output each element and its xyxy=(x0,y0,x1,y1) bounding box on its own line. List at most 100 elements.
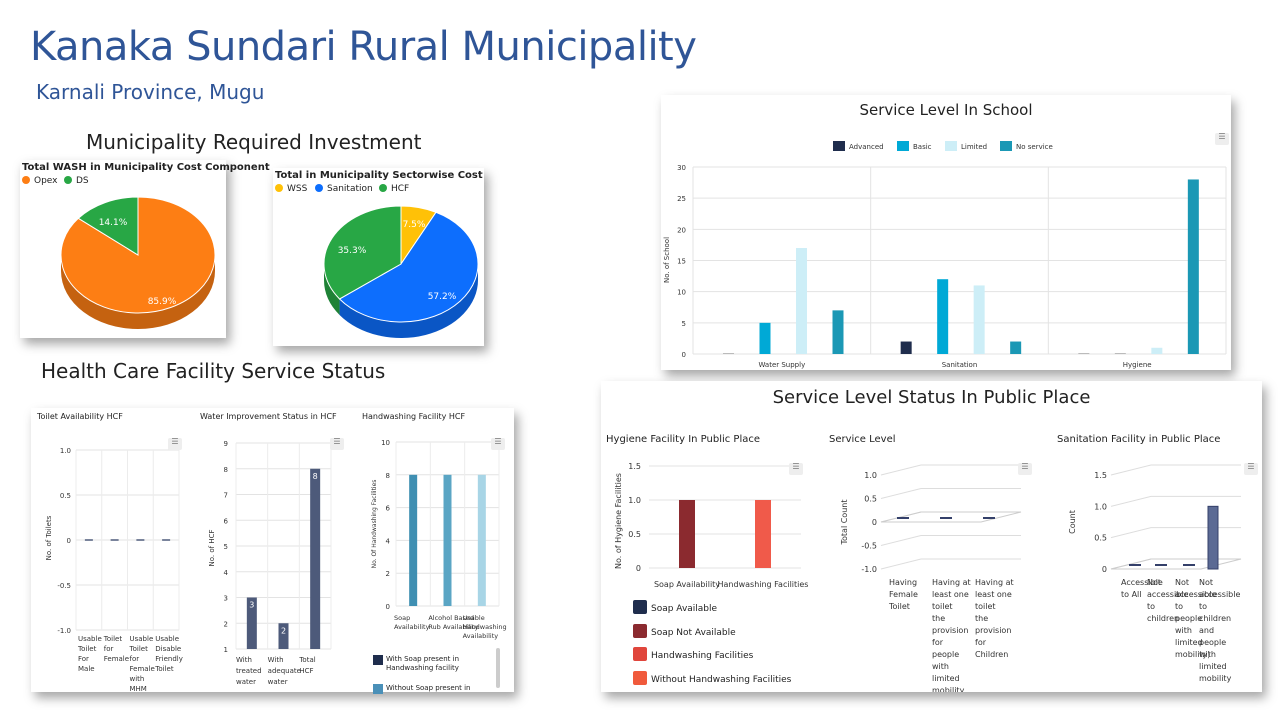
handwashing-chart-menu-icon[interactable]: ☰ xyxy=(491,438,505,450)
pie-cost-component-title: Total WASH in Municipality Cost Componen… xyxy=(22,162,270,173)
water-improvement-title: Water Improvement Status in HCF xyxy=(200,412,337,421)
water-y-axis-label: No. of HCF xyxy=(208,530,216,567)
toilet-x-tick: Toilet xyxy=(129,645,149,653)
legend-sanitation-label: Sanitation xyxy=(327,184,373,194)
toilet-x-tick: Friendly xyxy=(155,655,183,663)
hygiene-y-axis-label: No. of Hygiene Facilities xyxy=(614,473,623,569)
chart8-y-tick: 1.5 xyxy=(1094,471,1107,480)
chart7-x-tick: Toilet xyxy=(888,602,910,611)
handwashing-x-tick: Availability xyxy=(463,632,499,640)
legend-hcf[interactable]: HCF xyxy=(379,184,409,194)
handwashing-x-tick: Handwashing xyxy=(463,623,507,631)
pie-cost-component-chart: 85.9% 14.1% xyxy=(60,196,216,329)
toilet-x-tick: Usable xyxy=(155,635,179,643)
water-x-tick: HCF xyxy=(299,667,313,675)
legend-opex-label: Opex xyxy=(34,176,58,186)
hygiene-y-tick: 0 xyxy=(636,564,641,573)
sanitation-chart-menu-icon[interactable]: ☰ xyxy=(1244,463,1258,475)
pp-legend-without-handwashing[interactable]: Without Handwashing Facilities xyxy=(633,671,791,685)
pp-legend-handwashing-swatch xyxy=(633,647,647,661)
chart8-x-tick: accessible xyxy=(1147,590,1188,599)
school-legend-swatch-no-service xyxy=(1000,141,1012,151)
pp-legend-soap-not-available-swatch xyxy=(633,624,647,638)
handwashing-y-axis-label: No. Of Handwashing Facilities xyxy=(371,480,378,569)
hcf-legend-with-soap-swatch xyxy=(373,655,383,665)
water-bar-total-hcf xyxy=(310,468,321,649)
pie-data-label-sanitation: 57.2% xyxy=(428,292,457,302)
chart7-x-tick: provision xyxy=(932,626,968,635)
school-bar-no-service-hygiene xyxy=(1187,179,1199,354)
handwashing-y-tick: 2 xyxy=(386,570,390,578)
pie-side-opex xyxy=(61,255,215,329)
pp-legend-soap-not-available-label: Soap Not Available xyxy=(651,628,736,638)
water-x-tick: adequate xyxy=(268,667,301,675)
chart7-x-tick: for xyxy=(932,638,944,647)
water-x-tick: water xyxy=(236,678,256,686)
school-bar-advanced-water-supply xyxy=(723,353,734,354)
chart8-x-tick: and xyxy=(1199,626,1214,635)
pp-legend-handwashing[interactable]: Handwashing Facilities xyxy=(633,647,753,661)
school-x-tick-hygiene: Hygiene xyxy=(1123,361,1152,369)
pie-data-label-wss: 7.5% xyxy=(403,220,426,230)
toilet-y-tick: 0 xyxy=(67,537,71,545)
pie-cost-component-panel: Total WASH in Municipality Cost Componen… xyxy=(20,160,270,338)
pp-legend-handwashing-label: Handwashing Facilities xyxy=(651,651,754,661)
hygiene-y-tick: 1.0 xyxy=(628,496,641,505)
school-bar-advanced-hygiene xyxy=(1078,353,1090,354)
handwashing-y-tick: 6 xyxy=(386,505,391,513)
chart8-gridline xyxy=(1110,495,1241,507)
chart7-y-tick: 0.5 xyxy=(864,495,877,504)
handwashing-x-tick: Soap xyxy=(394,614,410,622)
chart8-x-tick: to All xyxy=(1121,590,1142,599)
water-y-tick: 5 xyxy=(224,543,228,551)
hcf-legend-with-soap[interactable]: With Soap present in Handwashing facilit… xyxy=(373,655,493,673)
page-subtitle: Karnali Province, Mugu xyxy=(36,80,265,104)
water-y-tick: 6 xyxy=(224,517,229,525)
water-x-tick: treated xyxy=(236,667,262,675)
toilet-x-tick: Female xyxy=(104,655,129,663)
water-y-tick: 2 xyxy=(224,620,228,628)
chart8-bar-not-accessible-to-children-and-people-with-limited-mobility xyxy=(1207,505,1219,570)
water-chart-menu-icon[interactable]: ☰ xyxy=(330,438,344,450)
hcf-legend-without-soap-label: Without Soap present in xyxy=(386,684,471,692)
school-y-tick: 5 xyxy=(682,320,686,328)
water-x-tick: Total xyxy=(298,656,315,664)
chart8-x-tick: people xyxy=(1199,638,1226,647)
pie-side-sanitation xyxy=(339,264,478,338)
water-y-tick: 4 xyxy=(224,569,229,577)
water-bar-with-adequate-water xyxy=(278,623,289,649)
handwashing-x-tick: Alcohol Based xyxy=(428,614,474,622)
legend-sanitation-swatch xyxy=(315,184,323,192)
hygiene-chart-menu-icon[interactable]: ☰ xyxy=(789,463,803,475)
school-bar-limited-water-supply xyxy=(796,248,807,354)
pp-legend-soap-not-available[interactable]: Soap Not Available xyxy=(633,624,736,638)
school-service-panel: Service Level In School Advanced Basic Limi… xyxy=(661,95,1231,370)
pie-sectorwise-title: Total in Municipality Sectorwise Cost xyxy=(275,170,483,181)
chart8-x-tick: limited xyxy=(1199,662,1227,671)
school-y-tick: 30 xyxy=(677,164,686,172)
school-bar-basic-water-supply xyxy=(759,322,771,354)
investment-heading: Municipality Required Investment xyxy=(86,130,422,154)
legend-hcf-label: HCF xyxy=(391,184,410,194)
chart8-x-tick: to xyxy=(1175,602,1183,611)
chart7-x-tick: limited xyxy=(932,674,960,683)
pp-legend-soap-available[interactable]: Soap Available xyxy=(633,600,717,614)
pie-data-label-hcf: 35.3% xyxy=(338,246,367,256)
pie-slice-ds xyxy=(77,196,139,256)
toilet-y-axis-label: No. of Toilets xyxy=(45,515,53,560)
handwashing-y-tick: 0 xyxy=(386,603,390,611)
service-chart-menu-icon[interactable]: ☰ xyxy=(1018,463,1032,475)
chart7-x-tick: toilet xyxy=(975,602,996,611)
water-data-label-total-hcf: 8 xyxy=(313,472,318,481)
hcf-legend-scrollbar[interactable] xyxy=(496,648,500,688)
school-chart-menu-icon[interactable]: ☰ xyxy=(1215,133,1229,145)
handwashing-y-tick: 8 xyxy=(386,472,390,480)
chart7-x-tick: for xyxy=(975,638,987,647)
hcf-legend-without-soap[interactable]: Without Soap present in xyxy=(373,684,493,694)
legend-wss[interactable]: WSS xyxy=(275,184,307,194)
legend-sanitation[interactable]: Sanitation xyxy=(315,184,373,194)
legend-opex[interactable]: Opex xyxy=(22,176,58,186)
chart8-x-tick: children xyxy=(1199,614,1231,623)
toilet-chart-menu-icon[interactable]: ☰ xyxy=(168,438,182,450)
legend-ds[interactable]: DS xyxy=(64,176,89,186)
